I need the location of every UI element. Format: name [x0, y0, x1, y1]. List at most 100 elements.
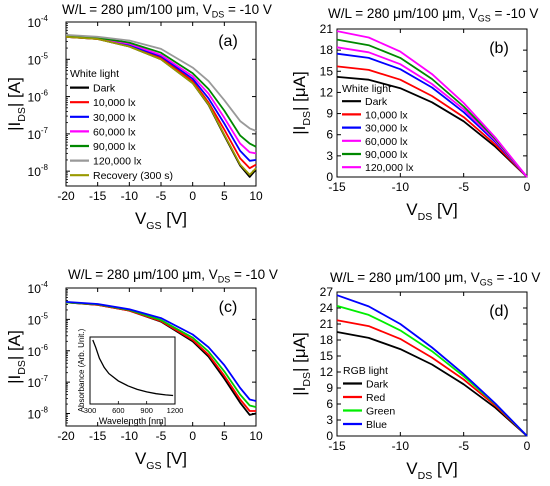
inset-x-tick-label: 300: [84, 406, 97, 415]
y-tick-label: 10-5: [28, 51, 49, 67]
x-tick-label: -10: [121, 429, 139, 443]
series-line: [65, 34, 257, 148]
series-line: [65, 34, 257, 132]
y-tick-label: 15: [320, 349, 334, 363]
legend-label: Dark: [93, 83, 116, 95]
x-tick-label: -5: [156, 189, 167, 203]
y-axis-label: |IDS| [A]: [5, 330, 28, 384]
x-tick-label: -20: [57, 189, 75, 203]
inset-frame: [89, 336, 176, 405]
x-tick-label: 10: [249, 429, 263, 443]
x-tick-label: -15: [89, 189, 107, 203]
y-tick-label: 6: [326, 397, 333, 411]
y-tick-label: 6: [326, 128, 333, 142]
panel-a-title: W/L = 280 μm/100 μm, VDS = -10 V: [62, 2, 272, 20]
x-tick-label: -15: [328, 439, 346, 453]
panel-b-title: W/L = 280 μm/100 μm, VGS = -10 V: [328, 6, 539, 24]
x-tick-label: 10: [249, 189, 263, 203]
series-line: [65, 35, 257, 162]
x-axis-label: VGS [V]: [135, 209, 187, 232]
legend-label: Dark: [366, 379, 389, 391]
legend-label: Recovery (300 s): [93, 170, 173, 182]
y-tick-label: 24: [320, 301, 334, 315]
legend-label: 90,000 lx: [93, 141, 136, 153]
panel-c-title: W/L = 280 μm/100 μm, VDS = -10 V: [68, 267, 278, 285]
x-tick-label: -15: [89, 429, 107, 443]
x-axis-label: VDS [V]: [406, 459, 458, 482]
legend-label: 60,000 lx: [93, 126, 136, 138]
legend-label: 120,000 lx: [365, 162, 414, 174]
series-line: [336, 76, 528, 178]
legend-label: Dark: [365, 96, 388, 108]
series-line: [65, 301, 257, 416]
inset-y-axis-label: Absorbance (Arb. Unit.): [77, 328, 86, 412]
y-tick-label: 10-6: [28, 89, 49, 105]
y-tick-label: 3: [326, 149, 333, 163]
plot-frame: [336, 28, 528, 178]
y-tick-label: 18: [320, 43, 334, 57]
x-tick-label: -5: [156, 429, 167, 443]
y-tick-label: 9: [326, 107, 333, 121]
series-line: [336, 305, 528, 437]
legend-label: 90,000 lx: [365, 149, 408, 161]
x-tick-label: -5: [458, 439, 469, 453]
y-tick-label: 9: [326, 381, 333, 395]
legend-label: 30,000 lx: [93, 112, 136, 124]
x-tick-label: 5: [221, 429, 228, 443]
legend-title: White light: [70, 68, 119, 80]
y-tick-label: 10-4: [28, 14, 49, 30]
y-tick-label: 10-4: [28, 280, 49, 296]
series-line: [65, 35, 257, 170]
inset-x-tick-label: 600: [112, 406, 125, 415]
legend-label: 10,000 lx: [365, 109, 408, 121]
plot-frame: [65, 21, 257, 187]
x-tick-label: -10: [392, 180, 410, 194]
panel-label: (d): [489, 303, 509, 320]
x-tick-label: -10: [121, 189, 139, 203]
y-axis-label: |IDS| [μA]: [290, 71, 313, 135]
series-line: [65, 301, 257, 408]
y-tick-label: 12: [320, 365, 334, 379]
x-tick-label: -20: [57, 429, 75, 443]
x-tick-label: -15: [328, 180, 346, 194]
inset-x-axis-label: Wavelength [nm]: [99, 416, 166, 426]
series-line: [336, 319, 528, 437]
series-line: [65, 35, 257, 155]
y-axis-label: |IDS| [μA]: [290, 332, 313, 396]
series-line: [336, 294, 528, 437]
series-line: [336, 52, 528, 178]
y-axis-label: |IDS| [A]: [5, 77, 28, 131]
legend-label: 30,000 lx: [365, 123, 408, 135]
plot-frame: [336, 291, 528, 437]
y-tick-label: 0: [326, 429, 333, 443]
y-tick-label: 10-5: [28, 311, 49, 327]
x-tick-label: -5: [458, 180, 469, 194]
legend-label: 10,000 lx: [93, 97, 136, 109]
inset-series-line: [92, 339, 174, 397]
x-tick-label: 0: [189, 429, 196, 443]
y-tick-label: 10-8: [28, 163, 49, 179]
y-tick-label: 15: [320, 64, 334, 78]
legend-title: RGB light: [343, 365, 388, 377]
series-line: [65, 35, 257, 176]
legend-label: Blue: [366, 419, 387, 431]
legend-label: 120,000 lx: [93, 156, 142, 168]
plot-frame: [65, 287, 257, 427]
inset-x-tick-label: 1200: [167, 406, 184, 415]
y-tick-label: 21: [320, 317, 334, 331]
y-tick-label: 0: [326, 170, 333, 184]
legend-label: Green: [366, 406, 395, 418]
series-line: [65, 35, 257, 178]
x-tick-label: 0: [524, 439, 531, 453]
x-tick-label: 0: [189, 189, 196, 203]
legend-label: Red: [366, 392, 385, 404]
panel-label: (a): [218, 33, 238, 50]
series-line: [65, 301, 257, 402]
panel-label: (c): [219, 299, 238, 316]
legend-title: White light: [342, 83, 391, 95]
y-tick-label: 18: [320, 333, 334, 347]
